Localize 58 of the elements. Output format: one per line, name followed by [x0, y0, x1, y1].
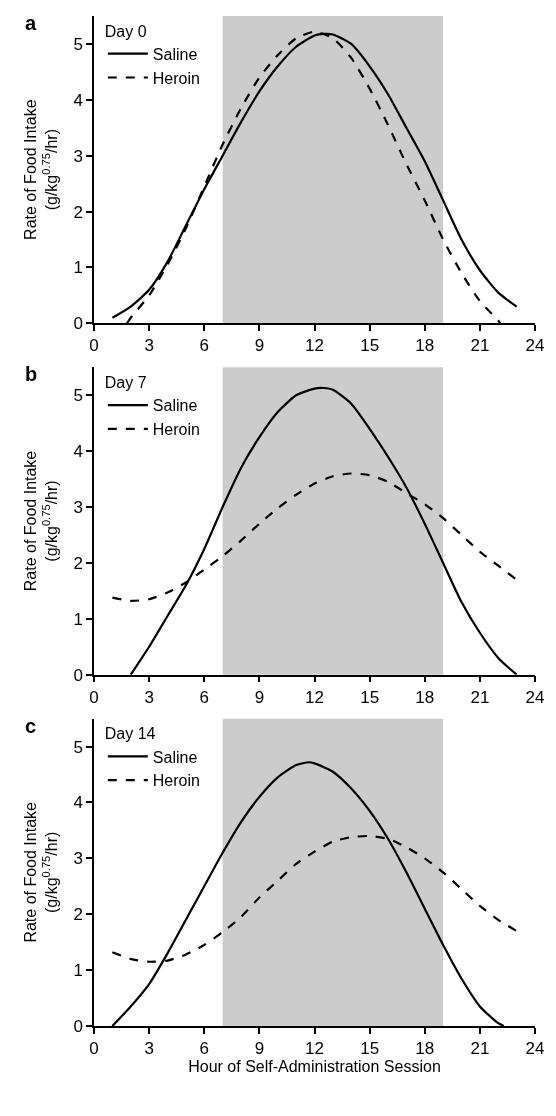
x-tick-label: 21 — [470, 336, 490, 356]
x-tick-label: 9 — [254, 336, 265, 356]
x-tick-label: 15 — [360, 1039, 380, 1059]
chart-title: b — [25, 363, 38, 385]
y-tick-label: 2 — [73, 553, 83, 573]
y-tick-label: 2 — [73, 905, 83, 925]
legend-title: Day 7 — [104, 374, 147, 392]
legend-label: Saline — [152, 45, 198, 63]
y-tick-label: 3 — [73, 146, 83, 166]
y-tick-label: 4 — [73, 442, 83, 462]
x-tick-label: 15 — [360, 336, 380, 356]
y-tick-label: 5 — [73, 34, 83, 54]
legend-label: Heroin — [152, 69, 200, 87]
x-tick-label: 0 — [89, 687, 99, 707]
x-axis-title: Hour of Self-Administration Session — [188, 1058, 441, 1076]
x-tick-label: 21 — [470, 687, 490, 707]
x-tick-label: 12 — [305, 336, 324, 356]
x-tick-label: 24 — [525, 336, 545, 356]
chart-title: c — [25, 715, 37, 737]
x-tick-label: 18 — [415, 336, 435, 356]
x-tick-label: 3 — [144, 1039, 154, 1059]
legend-title: Day 14 — [104, 725, 156, 743]
y-tick-label: 2 — [73, 202, 83, 222]
chart-title: a — [25, 12, 37, 34]
y-tick-label: 5 — [73, 737, 83, 757]
y-tick-label: 1 — [73, 258, 83, 278]
x-tick-label: 24 — [525, 687, 545, 707]
legend-label: Heroin — [152, 772, 200, 790]
x-tick-label: 3 — [144, 687, 154, 707]
legend-title: Day 0 — [104, 22, 147, 40]
x-tick-label: 6 — [199, 1039, 209, 1059]
y-tick-label: 0 — [73, 665, 83, 685]
x-tick-label: 24 — [525, 1039, 545, 1059]
x-tick-label: 18 — [415, 1039, 435, 1059]
y-tick-label: 0 — [73, 1016, 83, 1036]
y-tick-label: 1 — [73, 961, 83, 981]
x-tick-label: 0 — [89, 336, 99, 356]
x-tick-label: 9 — [254, 1039, 265, 1059]
y-tick-label: 1 — [73, 609, 83, 629]
legend-label: Heroin — [152, 421, 200, 439]
x-tick-label: 21 — [470, 1039, 490, 1059]
x-tick-label: 15 — [360, 687, 380, 707]
legend-label: Saline — [152, 397, 198, 415]
x-tick-label: 0 — [89, 1039, 99, 1059]
x-tick-label: 3 — [144, 336, 154, 356]
y-tick-label: 5 — [73, 386, 83, 406]
x-tick-label: 18 — [415, 687, 435, 707]
y-tick-label: 3 — [73, 497, 83, 517]
x-tick-label: 6 — [199, 336, 209, 356]
y-tick-label: 4 — [73, 793, 83, 813]
x-tick-label: 9 — [254, 687, 265, 707]
x-tick-label: 12 — [305, 687, 324, 707]
x-tick-label: 6 — [199, 687, 209, 707]
y-tick-label: 3 — [73, 849, 83, 869]
legend-label: Saline — [152, 748, 198, 766]
y-tick-label: 4 — [73, 90, 83, 110]
x-tick-label: 12 — [305, 1039, 324, 1059]
y-tick-label: 0 — [73, 314, 83, 334]
